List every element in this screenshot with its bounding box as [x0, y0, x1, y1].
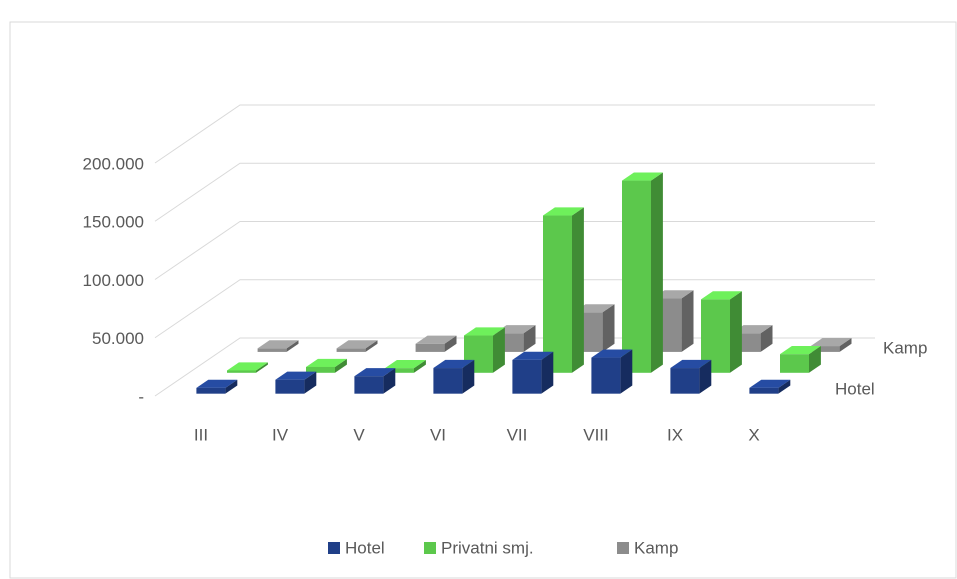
legend-swatch — [328, 542, 340, 554]
bar-side — [839, 337, 852, 352]
bar-side — [620, 349, 633, 394]
x-tick-label: VII — [507, 425, 528, 444]
grid-line — [154, 221, 875, 280]
bar-top — [227, 362, 268, 371]
bar-side — [493, 327, 505, 373]
x-tick-label: III — [194, 425, 208, 444]
bar-top — [464, 327, 505, 336]
y-tick-label: 100.000 — [83, 271, 144, 290]
grid-line — [154, 104, 875, 164]
bar-side — [414, 360, 426, 373]
bar — [780, 354, 809, 373]
bar-side — [523, 325, 536, 352]
x-tick-label: IV — [272, 425, 289, 444]
bar-side — [760, 325, 773, 352]
bar-top — [196, 379, 238, 388]
bar-top — [780, 346, 821, 355]
grid-line — [154, 279, 875, 339]
bar-side — [809, 346, 821, 373]
bar-top — [306, 358, 347, 367]
bar-side — [778, 379, 791, 394]
legend-label: Hotel — [345, 538, 385, 557]
bar-top — [415, 335, 457, 344]
bar-top — [810, 337, 852, 347]
bar-side — [365, 340, 378, 352]
bar — [306, 366, 335, 373]
bar-top — [670, 359, 712, 369]
bar — [433, 368, 463, 394]
bar — [591, 357, 621, 394]
x-tick-label: VIII — [583, 425, 609, 444]
grid-line — [154, 162, 875, 222]
bar — [275, 379, 305, 394]
bar-side — [256, 362, 268, 373]
y-tick-label: 150.000 — [83, 213, 144, 232]
bar-side — [335, 358, 347, 373]
bar-top — [385, 360, 426, 369]
bar-side — [444, 335, 457, 352]
bar — [810, 346, 840, 352]
x-tick-label: X — [748, 425, 759, 444]
bar-side — [541, 351, 554, 394]
bar-top — [433, 359, 475, 369]
bar-top — [701, 291, 742, 300]
bar-side — [681, 290, 694, 352]
legend-label: Kamp — [634, 538, 678, 557]
legend-label: Privatni smj. — [441, 538, 534, 557]
bar-side — [602, 304, 615, 352]
y-tick-label: 50.000 — [92, 329, 144, 348]
bar — [415, 343, 445, 352]
bar-top — [749, 379, 791, 388]
bar-side — [462, 359, 475, 394]
bar — [670, 368, 700, 394]
bar — [385, 368, 414, 373]
bar-side — [572, 207, 584, 373]
bar-side — [730, 291, 742, 373]
legend-swatch — [424, 542, 436, 554]
bar-top — [591, 349, 633, 358]
bar-top — [257, 340, 299, 349]
bar — [257, 348, 287, 352]
bar — [543, 215, 572, 373]
bar-top — [336, 340, 378, 349]
bar-side — [225, 379, 238, 394]
bar — [512, 359, 542, 394]
depth-label: Hotel — [835, 379, 875, 398]
bar — [227, 370, 256, 373]
bar-side — [286, 340, 299, 352]
x-tick-label: IX — [667, 425, 683, 444]
bar — [749, 387, 779, 394]
bar — [336, 348, 366, 352]
chart-border — [9, 21, 957, 579]
y-tick-label: 200.000 — [83, 154, 144, 173]
bar-top — [512, 351, 554, 360]
bar-side — [699, 359, 712, 394]
bar — [354, 376, 384, 394]
bar-top — [543, 207, 584, 216]
bar — [196, 387, 226, 394]
bar-top — [622, 172, 663, 181]
bar-top — [275, 371, 317, 380]
x-tick-label: VI — [430, 425, 446, 444]
legend-swatch — [617, 542, 629, 554]
depth-label: Kamp — [883, 338, 927, 357]
bar-side — [383, 368, 396, 394]
bar-side — [651, 172, 663, 373]
x-tick-label: V — [353, 425, 365, 444]
bar — [622, 180, 651, 373]
bar-top — [354, 368, 396, 377]
bar-side — [304, 371, 317, 394]
y-tick-label: - — [138, 387, 144, 406]
